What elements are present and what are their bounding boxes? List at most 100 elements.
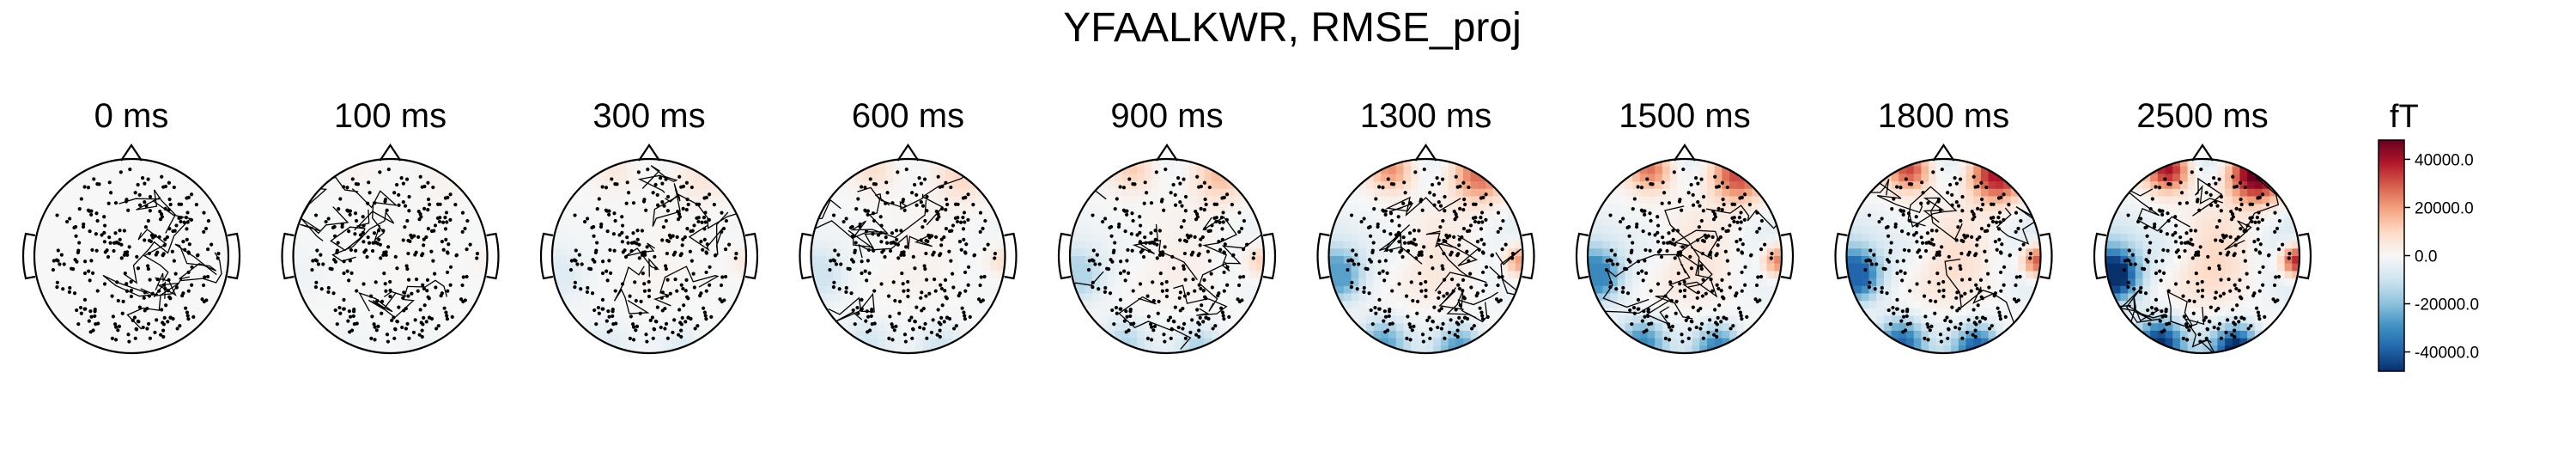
sensor-dot [1224,217,1230,222]
field-cell [94,174,102,182]
field-cell [1196,315,1206,324]
field-cell [1189,174,1198,182]
field-cell [930,323,939,332]
field-cell [1425,256,1434,265]
field-cell [893,256,902,265]
field-cell [1336,226,1345,235]
field-cell [390,263,398,272]
field-cell [138,204,147,212]
field-cell [353,338,361,346]
field-cell [353,263,361,272]
field-cell [301,278,309,287]
field-cell [1151,285,1160,295]
field-cell [878,301,887,309]
field-cell [922,233,932,242]
sensor-dot [696,216,701,220]
sensor-dot [161,334,166,339]
field-cell [574,248,583,257]
field-cell [960,241,969,249]
sensor-dot [1369,308,1373,313]
sensor-dot [133,336,137,340]
sensor-dot [934,235,939,239]
field-cell [86,263,95,272]
field-cell [434,181,443,190]
field-cell [1167,248,1176,257]
sensor-dot [620,240,624,244]
field-cell [307,285,317,295]
sensor-dot [1128,314,1133,319]
field-cell [671,256,680,265]
field-cell [997,263,1005,272]
field-cell [1388,301,1397,309]
sensor-dot [1224,192,1230,197]
field-cell [221,293,228,302]
field-cell [626,188,635,198]
sensor-dot [137,305,142,309]
field-cell [908,293,916,302]
field-cell [848,271,857,279]
sensor-dot [392,336,397,340]
field-cell [1121,188,1131,198]
field-cell [434,293,443,302]
sensor-dot [55,280,59,284]
field-cell [1462,166,1472,174]
sensor-dot [333,308,337,313]
field-cell [716,218,725,227]
field-cell [818,256,827,265]
field-cell [1403,345,1412,353]
sensor-dot [873,182,878,186]
sensor-dot [448,192,453,197]
field-cell [101,263,110,272]
sensor-dot [1171,182,1176,187]
field-cell [678,323,688,332]
field-cell [183,233,192,242]
sensor-dot [436,324,440,328]
field-cell [375,345,384,353]
sensor-dot [849,291,854,296]
sensor-dot [1197,185,1201,189]
field-cell [930,166,939,174]
field-cell [465,204,473,212]
field-cell [922,204,932,212]
field-cell [176,278,185,287]
field-cell [368,188,376,198]
sensor-dot [1126,247,1130,253]
field-cell [382,188,392,198]
field-cell [701,263,710,272]
field-cell [559,293,568,302]
field-cell [1129,233,1138,242]
sensor-dot [145,306,149,311]
sensor-dot [958,220,963,224]
field-cell [900,293,909,302]
field-cell [1492,278,1502,287]
field-cell [664,263,672,272]
field-cell [420,256,428,265]
field-cell [1234,301,1242,309]
field-cell [1455,226,1464,235]
field-cell [1218,188,1228,198]
sensor-dot [185,220,190,224]
field-cell [1470,204,1479,212]
field-cell [1107,174,1115,182]
sensor-dot [385,333,390,337]
sensor-dot [102,240,106,244]
field-cell [597,278,605,287]
field-cell [922,174,932,182]
field-cell [1137,181,1145,190]
sensor-dot [634,328,638,333]
field-cell [1137,285,1145,295]
field-cell [213,233,222,242]
field-cell [1403,285,1412,295]
sensor-dot [1119,259,1123,264]
field-cell [1249,308,1257,317]
field-cell [1433,330,1442,339]
sensor-dot [1182,294,1188,298]
field-cell [1204,308,1212,317]
field-cell [1485,278,1494,287]
sensor-dot [372,231,377,235]
field-cell [1249,233,1257,242]
sensor-dot [702,237,707,241]
field-cell [1077,308,1085,317]
field-cell [1115,188,1123,198]
